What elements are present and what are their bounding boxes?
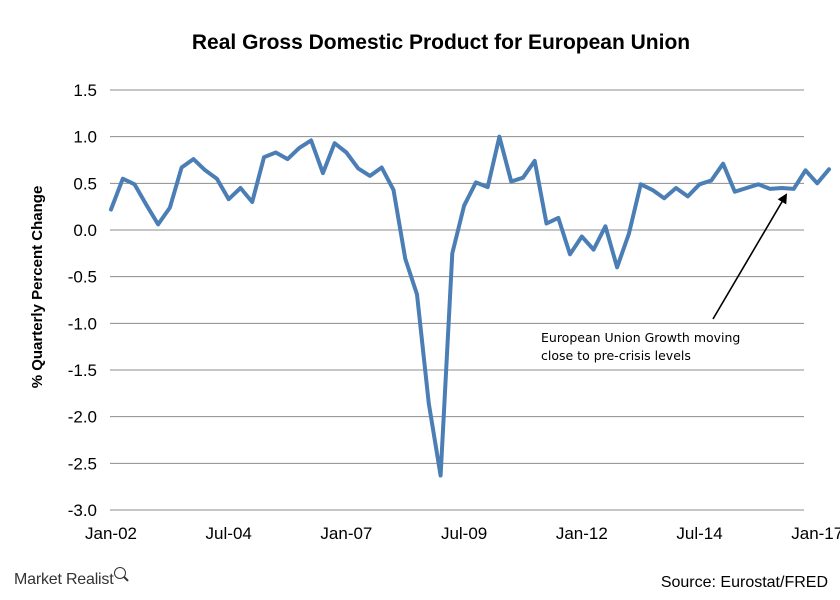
brand-name: Market Realist [14,571,114,588]
x-tick-label: Jul-14 [676,524,722,543]
annotation-text: European Union Growth moving [541,330,740,345]
series [109,134,831,478]
y-tick-label: -0.5 [68,268,97,287]
x-tick-label: Jan-17 [791,524,840,543]
annotation-arrow [712,193,788,320]
y-tick-label: -2.0 [68,408,97,427]
y-axis-label: % Quarterly Percent Change [29,186,46,389]
magnifier-icon [114,567,127,579]
chart-title: Real Gross Domestic Product for European… [192,31,690,54]
x-tick-label: Jan-02 [85,524,137,543]
x-tick-label: Jul-09 [441,524,487,543]
annotation: European Union Growth moving close to pre… [541,193,788,363]
y-tick-label: 1.5 [73,81,97,100]
gdp-series-line [109,134,831,478]
y-tick-label: -1.0 [68,314,97,333]
y-tick-label: 0.0 [73,221,97,240]
x-tick-label: Jul-04 [206,524,252,543]
y-axis-ticks: 1.5 1.0 0.5 0.0 -0.5 -1.0 -1.5 -2.0 -2.5 -3.0 [68,81,97,520]
y-tick-label: -1.5 [68,361,97,380]
x-axis-ticks: Jan-02 Jul-04 Jan-07 Jul-09 Jan-12 Jul-14 Jan-… [85,524,840,543]
source-note: Source: Eurostat/FRED [660,574,828,591]
y-tick-label: 1.0 [73,128,97,147]
grid [110,89,804,511]
x-tick-label: Jan-07 [320,524,372,543]
x-tick-label: Jan-12 [556,524,608,543]
y-tick-label: -2.5 [68,454,97,473]
annotation-text: close to pre-crisis levels [541,348,691,363]
brand-logo: Market Realist [14,567,127,589]
y-tick-label: 0.5 [73,174,97,193]
y-tick-label: -3.0 [68,501,97,520]
